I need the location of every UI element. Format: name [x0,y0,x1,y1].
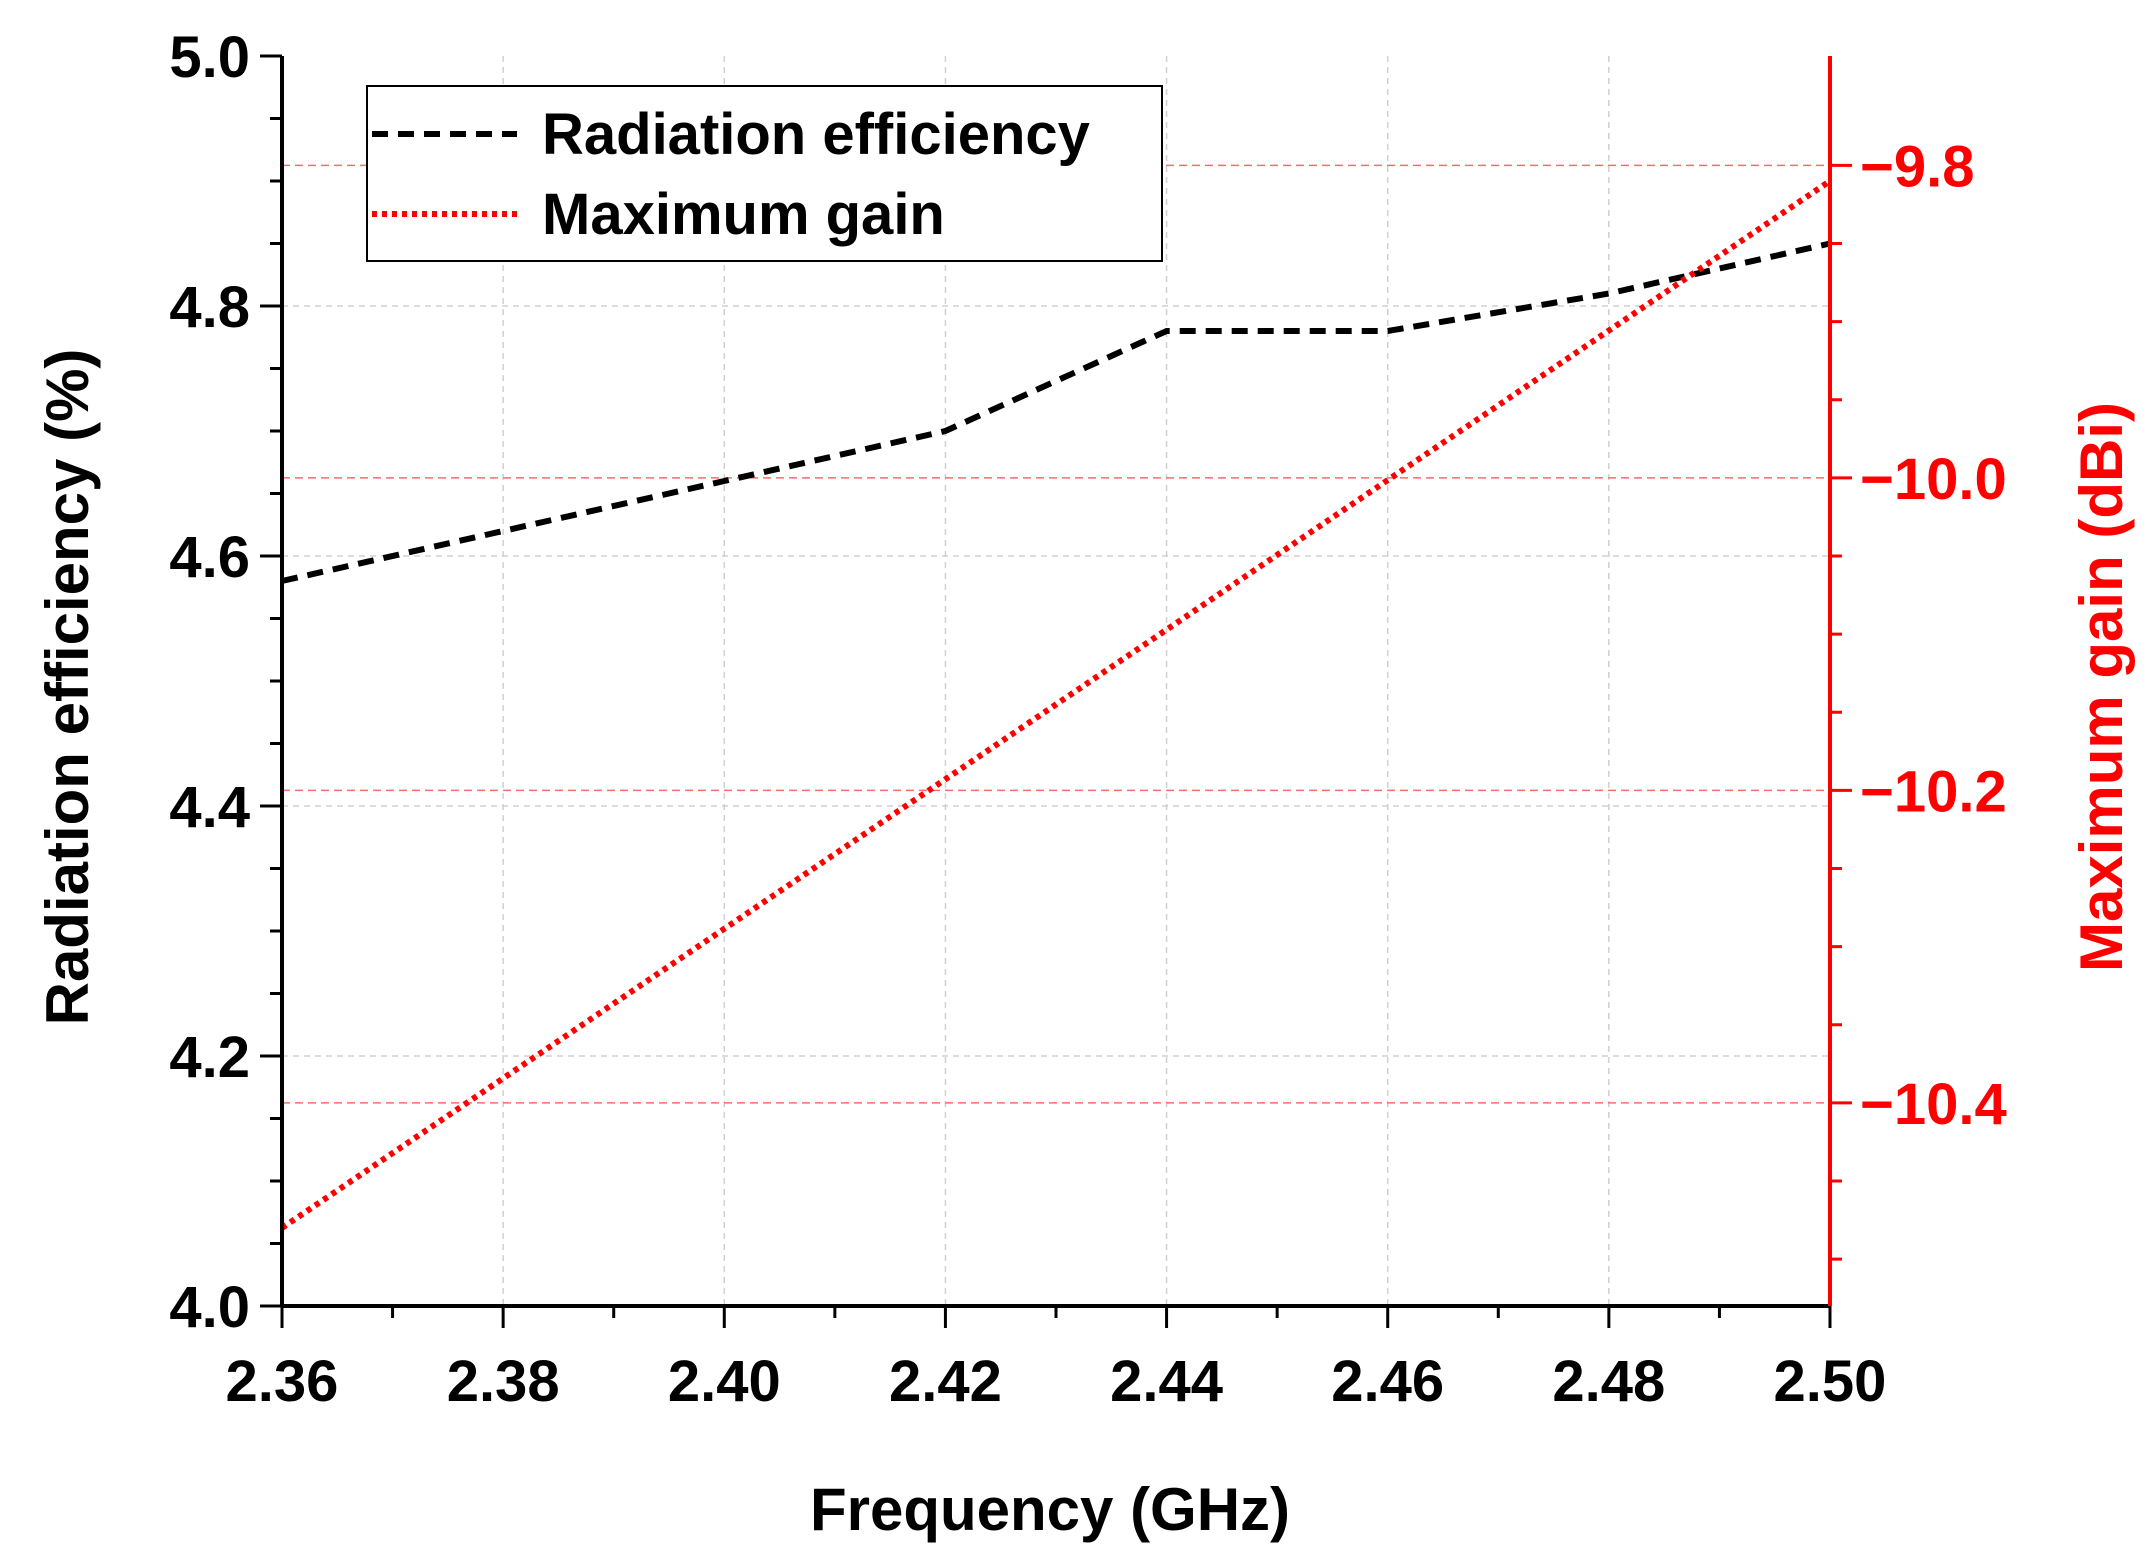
y-left-tick-label: 4.4 [169,775,250,840]
y-left-tick-label: 4.6 [169,525,250,590]
y-left-tick-label: 4.8 [169,275,250,340]
x-tick-label: 2.48 [1552,1349,1665,1414]
x-tick-label: 2.46 [1331,1349,1444,1414]
y-axis-right-label: Maximum gain (dBi) [2068,402,2135,972]
y-right-tick-label: −9.8 [1860,134,1975,199]
y-left-tick-label: 5.0 [169,25,250,90]
x-axis-label: Frequency (GHz) [810,1476,1290,1543]
series-layer [280,178,1832,1231]
y-right-tick-label: −10.0 [1860,447,2007,512]
y-right-tick-label: −10.4 [1860,1072,2007,1137]
x-tick-label: 2.42 [889,1349,1002,1414]
legend-label: Maximum gain [542,182,945,247]
y-axis-left-label: Radiation efficiency (%) [34,349,101,1026]
x-tick-label: 2.38 [447,1349,560,1414]
series-radiation-efficiency-line [281,240,1831,584]
y-right-tick-label: −10.2 [1860,759,2007,824]
axes: 2.36 2.38 2.40 2.42 2.44 2.46 2.48 2.50 4.0 4.2 4.… [169,25,2006,1414]
y-left-tick-label: 4.0 [169,1275,250,1340]
legend: Radiation efficiency Maximum gain [366,85,1163,262]
legend-label: Radiation efficiency [542,102,1090,167]
series-maximum-gain-line [280,178,1832,1231]
x-tick-label: 2.50 [1774,1349,1887,1414]
legend-box [366,85,1163,262]
x-tick-label: 2.36 [226,1349,339,1414]
x-tick-label: 2.40 [668,1349,781,1414]
y-left-tick-label: 4.2 [169,1025,250,1090]
x-tick-label: 2.44 [1110,1349,1223,1414]
